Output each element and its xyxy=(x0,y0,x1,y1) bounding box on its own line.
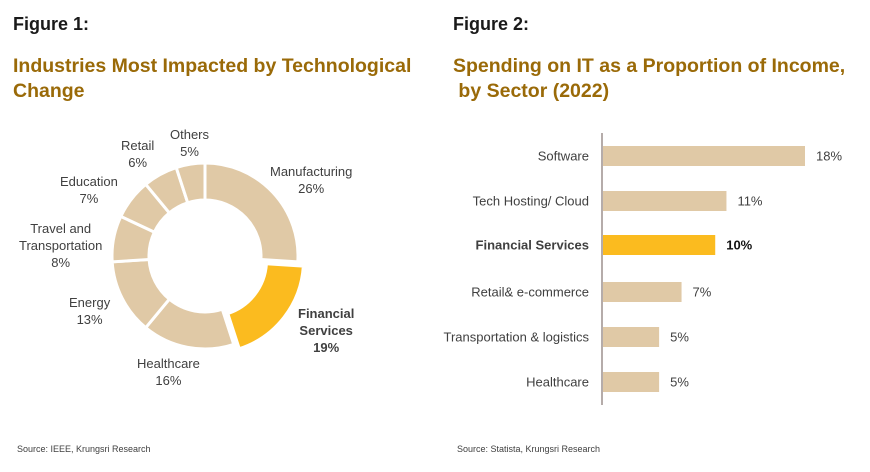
donut-slice-others xyxy=(174,161,207,205)
donut-slice-financial-services xyxy=(225,262,305,351)
bar-value-label: 11% xyxy=(737,193,763,209)
slice-label-energy: Energy 13% xyxy=(69,295,111,327)
figure1-title: Industries Most Impacted by Technologica… xyxy=(13,54,411,104)
bar-value-label: 18% xyxy=(816,148,843,164)
figure1-source: Source: IEEE, Krungsri Research xyxy=(17,444,151,454)
slice-label-education: Education 7% xyxy=(60,174,118,206)
slice-label-others: Others 5% xyxy=(170,127,210,159)
slice-label-financial-services: Financial Services 19% xyxy=(298,306,355,355)
bar-category-label: Transportation & logistics xyxy=(443,329,589,345)
figure1-label: Figure 1: xyxy=(13,14,90,34)
donut-slice-manufacturing xyxy=(203,161,300,264)
figure2-source: Source: Statista, Krungsri Research xyxy=(457,444,601,454)
bar-retail-e-commerce xyxy=(603,282,682,302)
slice-label-manufacturing: Manufacturing 26% xyxy=(270,164,353,196)
slice-label-retail: Retail 6% xyxy=(121,138,155,170)
bar-category-label: Retail& e-commerce xyxy=(471,284,589,300)
bar-value-label: 5% xyxy=(670,329,689,345)
bar-category-label: Healthcare xyxy=(526,374,589,390)
bar-transportation-logistics xyxy=(603,327,660,347)
bar-software xyxy=(603,146,805,166)
figure2-label: Figure 2: xyxy=(453,14,530,34)
bar-healthcare xyxy=(603,372,660,392)
bar-category-label: Software xyxy=(537,148,589,164)
figure2-title-line1: Spending on IT as a Proportion of Income… xyxy=(453,55,846,77)
bar-category-label: Tech Hosting/ Cloud xyxy=(472,193,589,209)
figure2-title-line2: by Sector (2022) xyxy=(453,80,610,102)
bar-tech-hosting-cloud xyxy=(603,191,727,211)
figure1-title-line2: Change xyxy=(13,80,85,102)
bar-category-label: Financial Services xyxy=(475,237,589,253)
bar-value-label: 10% xyxy=(726,237,753,253)
slice-label-travel: Travel and Transportation 8% xyxy=(19,221,103,270)
bar-financial-services xyxy=(603,235,716,255)
bar-value-label: 5% xyxy=(670,374,689,390)
slice-label-healthcare: Healthcare 16% xyxy=(137,356,200,388)
figure2-title: Spending on IT as a Proportion of Income… xyxy=(453,54,845,104)
bar-value-label: 7% xyxy=(692,284,712,300)
figure1-title-line1: Industries Most Impacted by Technologica… xyxy=(13,55,412,77)
